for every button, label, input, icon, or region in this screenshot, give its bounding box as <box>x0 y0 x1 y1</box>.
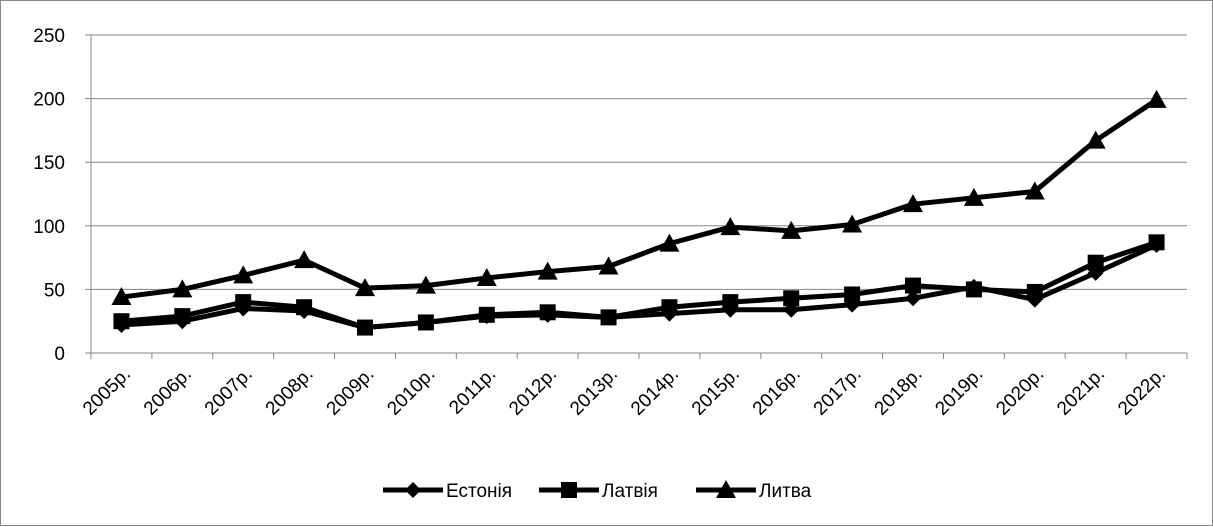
data-point <box>600 309 617 326</box>
axes <box>85 34 1188 359</box>
data-point <box>235 294 252 311</box>
y-tick-label: 100 <box>33 217 65 238</box>
y-tick-label: 250 <box>33 26 65 47</box>
data-point <box>783 290 800 307</box>
data-point <box>539 304 556 321</box>
legend-item-2: Латвія <box>539 481 658 502</box>
x-tick-label: 2021р. <box>1053 364 1109 420</box>
x-tick-label: 2009р. <box>323 364 379 420</box>
data-point <box>476 267 497 286</box>
x-tick-label: 2011р. <box>445 364 500 419</box>
data-point <box>417 314 434 331</box>
data-point <box>781 220 802 239</box>
x-tick-label: 2012р. <box>505 364 561 420</box>
data-point <box>172 279 193 298</box>
y-axis-tick-labels: 0 50 100 150 200 250 <box>33 26 65 365</box>
gridlines <box>91 34 1187 290</box>
data-point <box>1026 283 1043 300</box>
data-point <box>661 299 678 316</box>
series-line <box>121 97 1158 300</box>
data-point <box>1148 234 1165 251</box>
data-point <box>174 308 191 325</box>
legend-marker <box>405 482 421 498</box>
x-tick-label: 2016р. <box>749 364 805 420</box>
series-1 <box>113 236 1165 336</box>
y-tick-label: 50 <box>44 280 65 301</box>
x-tick-label: 2014р. <box>627 364 683 420</box>
x-tick-label: 2017р. <box>810 364 866 420</box>
data-point <box>844 286 861 303</box>
x-axis-tick-labels: 2005р. 2006р. 2007р. 2008р. 2009р. 2010р. 2011… <box>79 364 1170 420</box>
y-tick-label: 200 <box>33 90 65 111</box>
series-line <box>121 239 1158 331</box>
data-point <box>294 250 315 269</box>
y-tick-label: 0 <box>54 344 65 365</box>
legend-marker <box>561 482 577 498</box>
legend-label: Естонія <box>446 481 512 502</box>
x-tick-label: 2013р. <box>566 364 622 420</box>
data-point <box>111 287 132 306</box>
data-point <box>1085 130 1106 149</box>
data-point <box>905 277 921 294</box>
data-point <box>659 233 680 252</box>
legend-marker <box>716 480 736 498</box>
data-point <box>598 256 619 275</box>
x-tick-label: 2005р. <box>79 364 135 420</box>
data-point <box>296 299 313 316</box>
x-tick-label: 2022р. <box>1114 364 1170 420</box>
data-point <box>478 306 495 323</box>
data-point <box>357 319 373 336</box>
series-2 <box>113 234 1165 336</box>
x-tick-label: 2018р. <box>871 364 927 420</box>
x-tick-label: 2006р. <box>140 364 196 420</box>
y-tick-label: 150 <box>33 153 65 174</box>
data-point <box>842 214 863 233</box>
data-point <box>415 275 436 294</box>
data-point <box>722 294 739 311</box>
data-point <box>1146 89 1167 108</box>
series-layer <box>111 89 1167 336</box>
x-tick-label: 2019р. <box>931 364 987 420</box>
x-tick-label: 2010р. <box>383 364 439 420</box>
data-point <box>905 290 921 307</box>
data-point <box>355 278 375 297</box>
data-point <box>537 261 558 280</box>
legend-item-1: Естонія <box>383 481 512 502</box>
x-tick-label: 2015р. <box>688 364 744 420</box>
legend: Естонія Латвія Литва <box>383 480 812 502</box>
series-3 <box>111 89 1167 306</box>
data-point <box>963 187 984 206</box>
legend-label: Латвія <box>602 481 658 502</box>
x-tick-label: 2008р. <box>262 364 318 420</box>
data-point <box>1024 181 1045 200</box>
data-point <box>233 265 254 284</box>
data-point <box>1087 254 1104 271</box>
legend-item-3: Литва <box>696 480 812 502</box>
x-tick-label: 2020р. <box>992 364 1048 420</box>
data-point <box>965 281 982 298</box>
data-point <box>113 313 130 330</box>
data-point <box>903 194 923 213</box>
x-tick-label: 2007р. <box>201 364 257 420</box>
legend-label: Литва <box>759 481 812 502</box>
data-point <box>720 217 741 236</box>
